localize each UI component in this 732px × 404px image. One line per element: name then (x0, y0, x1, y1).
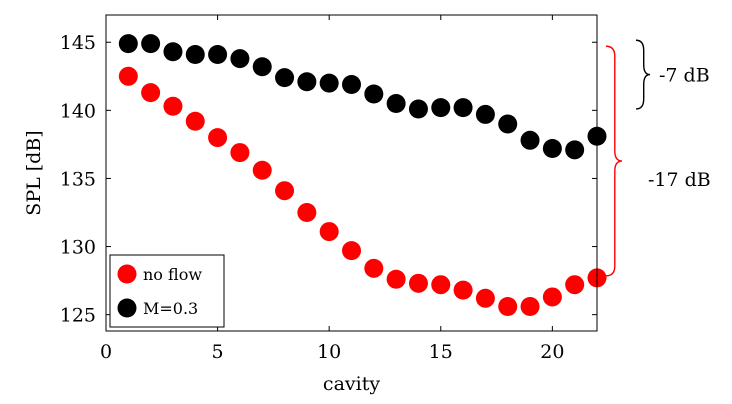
x-axis-title: cavity (323, 373, 380, 395)
data-point-m-0-3-18 (498, 114, 518, 134)
data-point-m-0-3-17 (475, 104, 495, 124)
data-point-m-0-3-7 (252, 57, 272, 77)
data-point-no-flow-15 (431, 275, 451, 295)
data-point-no-flow-9 (297, 203, 317, 222)
legend-marker (117, 298, 137, 318)
x-tick-label: 15 (429, 341, 453, 363)
data-point-m-0-3-3 (163, 42, 183, 62)
y-axis-title: SPL [dB] (23, 130, 45, 215)
data-point-no-flow-7 (252, 160, 272, 180)
x-tick-label: 0 (100, 341, 112, 363)
data-point-m-0-3-10 (319, 73, 339, 93)
data-point-no-flow-12 (364, 258, 384, 278)
data-point-no-flow-3 (163, 96, 183, 116)
data-point-no-flow-20 (542, 287, 562, 307)
plot-area (118, 34, 607, 316)
y-tick-label: 140 (60, 100, 96, 122)
data-point-m-0-3-11 (342, 74, 361, 94)
data-point-no-flow-13 (386, 269, 406, 289)
data-point-no-flow-1 (118, 66, 138, 86)
y-tick-label: 145 (60, 32, 96, 54)
data-point-no-flow-17 (475, 288, 495, 308)
legend-label: M=0.3 (143, 299, 198, 318)
data-point-no-flow-10 (319, 222, 339, 242)
x-tick-label: 20 (540, 341, 564, 363)
data-point-no-flow-4 (185, 111, 205, 131)
data-point-no-flow-21 (565, 275, 585, 295)
data-point-m-0-3-8 (275, 68, 295, 88)
y-tick-label: 130 (60, 237, 96, 259)
data-point-no-flow-2 (141, 83, 161, 103)
data-point-no-flow-19 (520, 296, 540, 316)
data-point-no-flow-11 (342, 241, 361, 261)
y-tick-label: 135 (60, 168, 96, 190)
data-point-m-0-3-16 (453, 98, 473, 118)
data-point-m-0-3-21 (565, 140, 585, 160)
annotations: -7 dB -17 dB (605, 39, 711, 277)
annotation-label-black: -7 dB (659, 65, 710, 87)
data-point-m-0-3-12 (364, 84, 384, 104)
data-point-no-flow-8 (275, 181, 295, 201)
data-point-m-0-3-4 (185, 45, 205, 64)
data-point-no-flow-14 (408, 273, 428, 293)
x-tick-label: 5 (212, 341, 224, 363)
annotation-brace-red (605, 45, 623, 277)
data-point-m-0-3-1 (118, 34, 138, 54)
data-point-no-flow-16 (453, 280, 473, 300)
legend-label: no flow (143, 265, 202, 284)
data-point-m-0-3-14 (408, 99, 428, 119)
data-point-m-0-3-9 (297, 72, 317, 92)
data-point-m-0-3-19 (520, 130, 540, 150)
annotation-brace-black (635, 39, 651, 110)
data-point-m-0-3-15 (431, 98, 451, 118)
y-tick-label: 125 (60, 305, 96, 327)
data-point-no-flow-18 (498, 296, 518, 316)
data-point-m-0-3-5 (208, 45, 228, 64)
axes: 0 5 10 15 20 125 130 135 140 145 cavity SPL [dB] (23, 14, 598, 395)
annotation-label-red: -17 dB (648, 169, 711, 191)
x-tick-label: 10 (317, 341, 341, 363)
data-point-m-0-3-6 (230, 49, 250, 69)
data-point-m-0-3-2 (141, 34, 161, 54)
data-point-no-flow-6 (230, 143, 250, 163)
data-point-m-0-3-20 (542, 138, 562, 158)
data-point-m-0-3-13 (386, 94, 406, 114)
legend: no flow M=0.3 (109, 254, 225, 328)
plot-frame (105, 14, 598, 332)
legend-marker (117, 264, 137, 284)
data-point-no-flow-5 (208, 128, 228, 148)
